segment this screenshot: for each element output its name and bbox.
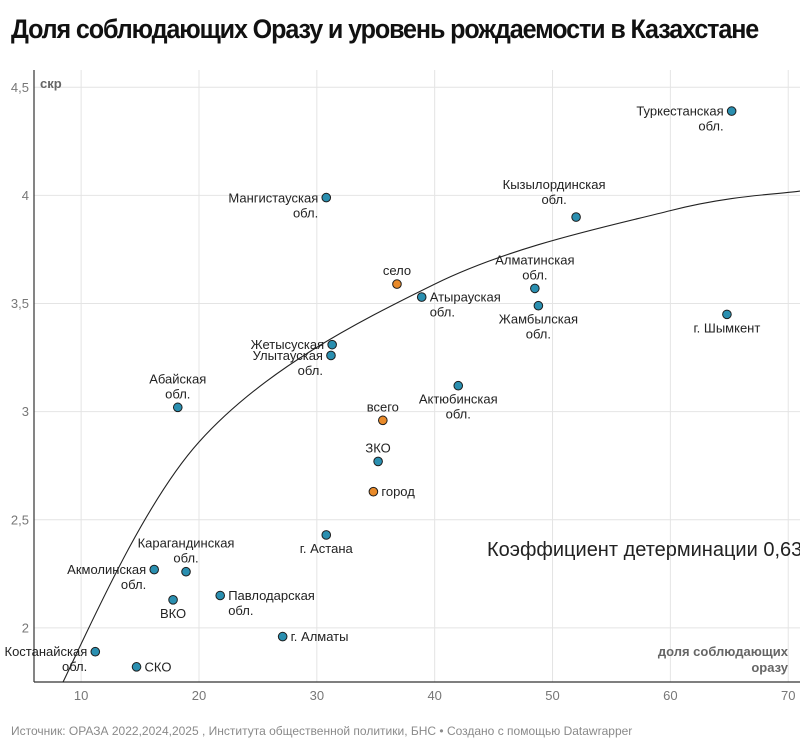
point-label: обл. xyxy=(293,206,318,221)
data-point xyxy=(571,212,581,222)
trendline-curve xyxy=(62,190,800,682)
data-point xyxy=(327,339,337,350)
point-label: Костанайская xyxy=(5,644,88,659)
data-point xyxy=(149,564,160,575)
point-label: обл. xyxy=(430,305,455,320)
x-tick-label: 20 xyxy=(192,688,206,703)
point-label: Абайская xyxy=(149,371,206,386)
data-point xyxy=(453,380,464,391)
y-tick-label: 2 xyxy=(22,620,29,635)
point-label: ЗКО xyxy=(365,440,390,455)
tick-labels: 10 20 30 40 50 60 70 2 2,5 3 3,5 4 4,5 скр доля соблюд… xyxy=(11,76,796,703)
x-axis-title: оразу xyxy=(751,660,788,675)
data-point xyxy=(530,283,540,294)
data-point xyxy=(326,350,336,361)
point-label: Кызылординская xyxy=(503,177,606,192)
x-tick-label: 50 xyxy=(545,688,559,703)
point-label: обл. xyxy=(62,659,87,674)
point-label: Жамбылская xyxy=(499,312,578,327)
point-label: ВКО xyxy=(160,606,186,621)
chart-title: Доля соблюдающих Оразу и уровень рождаем… xyxy=(11,14,759,44)
x-tick-label: 60 xyxy=(663,688,677,703)
point-label: г. Астана xyxy=(300,541,354,556)
data-point xyxy=(416,292,427,302)
data-point xyxy=(368,486,379,497)
point-label: Акмолинская xyxy=(67,562,146,577)
point-label: г. Алматы xyxy=(291,629,349,644)
data-point xyxy=(131,662,142,672)
data-point xyxy=(321,192,332,203)
x-tick-label: 10 xyxy=(74,688,88,703)
point-label: всего xyxy=(367,399,399,414)
data-point xyxy=(321,530,332,540)
data-point xyxy=(277,631,288,642)
trendline xyxy=(62,190,800,682)
point-label: обл. xyxy=(698,119,723,134)
x-tick-label: 30 xyxy=(310,688,324,703)
data-point xyxy=(378,415,388,426)
point-label: обл. xyxy=(526,327,551,342)
r-squared-annotation: Коэффициент детерминации 0,63 xyxy=(487,539,800,561)
point-label: село xyxy=(383,263,411,278)
point-label: Атырауская xyxy=(430,290,501,305)
data-point xyxy=(392,279,402,289)
point-label: СКО xyxy=(145,659,172,674)
point-label: обл. xyxy=(165,386,190,401)
data-point xyxy=(172,402,183,413)
data-point xyxy=(168,595,178,605)
point-label: обл. xyxy=(121,577,146,592)
source-footer: Источник: ОРАЗА 2022,2024,2025 , Институ… xyxy=(11,724,633,738)
x-axis-title: доля соблюдающих xyxy=(658,644,789,659)
point-label: обл. xyxy=(446,407,471,422)
point-label: Актюбинская xyxy=(419,392,498,407)
y-tick-label: 3 xyxy=(22,404,29,419)
point-label: Туркестанская xyxy=(636,104,723,119)
data-point xyxy=(722,309,732,320)
data-point xyxy=(90,646,101,657)
data-point xyxy=(215,590,225,601)
point-label: г. Шымкент xyxy=(694,320,761,335)
data-point xyxy=(181,566,191,577)
point-label: обл. xyxy=(298,363,323,378)
point-label: обл. xyxy=(228,603,253,618)
y-tick-label: 3,5 xyxy=(11,296,29,311)
point-label: Карагандинская xyxy=(138,536,235,551)
data-point xyxy=(726,106,737,116)
data-point xyxy=(373,456,383,467)
axes xyxy=(33,70,800,683)
point-label: Павлодарская xyxy=(228,588,315,603)
point-label: обл. xyxy=(541,192,566,207)
y-tick-label: 4,5 xyxy=(11,80,29,95)
x-tick-label: 40 xyxy=(427,688,441,703)
point-label: город xyxy=(381,484,415,499)
grid-lines xyxy=(34,70,800,682)
point-label: Улытауская xyxy=(253,348,323,363)
data-points xyxy=(90,106,737,672)
point-label: обл. xyxy=(173,551,198,566)
data-point xyxy=(533,300,544,311)
y-tick-label: 4 xyxy=(22,188,29,203)
point-label: обл. xyxy=(522,267,547,282)
point-labels: Туркестанскаяобл.Кызылординскаяобл.Манги… xyxy=(5,104,761,675)
point-label: Мангистауская xyxy=(228,191,318,206)
point-label: Жетысуская xyxy=(251,337,325,352)
x-tick-label: 70 xyxy=(781,688,795,703)
point-label: Алматинская xyxy=(495,252,574,267)
y-axis-title: скр xyxy=(40,76,62,91)
y-tick-label: 2,5 xyxy=(11,512,29,527)
